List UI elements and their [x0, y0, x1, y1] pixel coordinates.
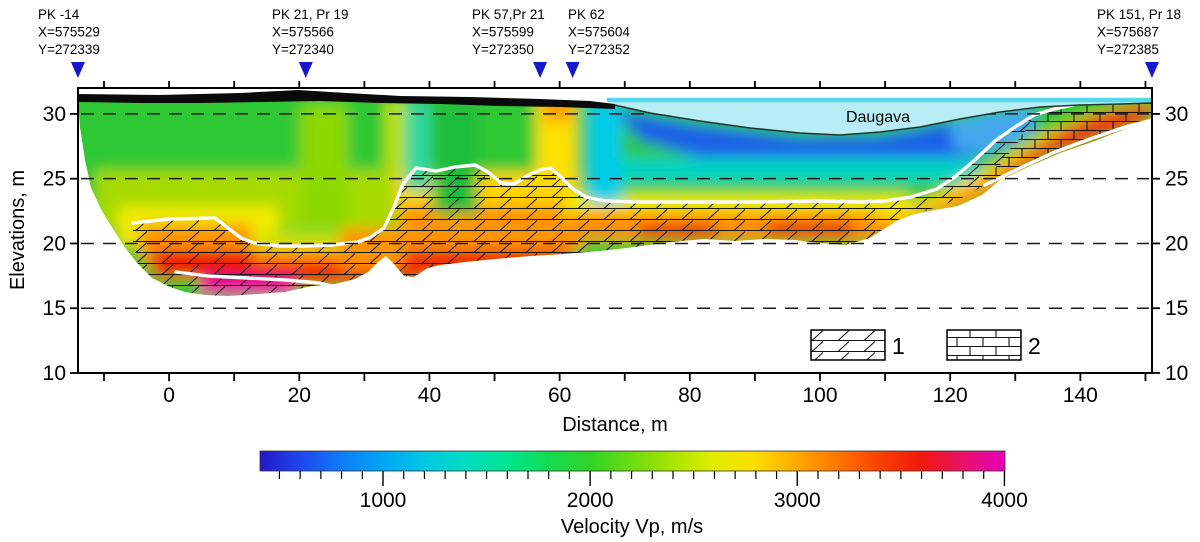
legend-label-2: 2: [1028, 333, 1041, 359]
y-tick-label-right: 10: [1165, 362, 1188, 385]
down-triangle-marker-icon: [298, 62, 313, 78]
pk-label-line: Y=272340: [272, 42, 334, 57]
pk-label-line: X=575529: [38, 25, 100, 40]
legend-item-2: 2: [946, 329, 1041, 361]
down-triangle-marker-icon: [1144, 62, 1159, 78]
right-inner-boundary-line: [983, 118, 1152, 187]
colorbar-tick-label: 3000: [774, 489, 821, 512]
hatch-zone-unit1: [133, 115, 1034, 296]
x-axis-title: Distance, m: [562, 414, 668, 436]
pk-label-line: X=575687: [1097, 25, 1159, 40]
y-tick-label-right: 30: [1165, 103, 1188, 126]
pk-label-line: X=575599: [472, 25, 534, 40]
x-tick-label: 60: [548, 384, 571, 407]
x-tick-label: 20: [288, 384, 311, 407]
plot-frame: [77, 87, 1153, 374]
river-bed-line: [609, 102, 1153, 136]
pk-marker: PK 21, Pr 19 X=575566 Y=272340: [272, 7, 349, 78]
pk-marker: PK 62 X=575604 Y=272352: [565, 7, 630, 78]
pk-marker: PK -14 X=575529 Y=272339: [38, 7, 100, 78]
colorbar-ticks-and-labels: 1000 2000 3000 4000: [278, 471, 1028, 512]
x-tick-label: 80: [678, 384, 701, 407]
pk-label-line: X=575566: [272, 25, 334, 40]
colorbar-tick-label: 4000: [981, 489, 1028, 512]
pk-label-line: PK 151, Pr 18: [1097, 7, 1181, 22]
y-tick-label-left: 20: [43, 232, 66, 255]
pk-label-line: PK 21, Pr 19: [272, 7, 349, 22]
pk-label-line: X=575604: [568, 25, 630, 40]
y-axis-title: Elevations, m: [7, 170, 29, 290]
river-label: Daugava: [846, 109, 910, 126]
pk-marker: PK 151, Pr 18 X=575687 Y=272385: [1097, 7, 1181, 78]
down-triangle-marker-icon: [533, 62, 548, 78]
pk-label-line: PK 62: [568, 7, 605, 22]
legend-swatch-unit2-icon: [946, 329, 1022, 361]
colorbar-title: Velocity Vp, m/s: [561, 516, 703, 538]
pk-label-line: Y=272350: [472, 42, 534, 57]
y-tick-label-right: 15: [1165, 297, 1188, 320]
colorbar-gradient-bar: [259, 450, 1006, 472]
y-tick-label-left: 25: [43, 168, 66, 191]
legend-swatch-unit1-icon: [810, 329, 886, 361]
down-triangle-marker-icon: [70, 62, 85, 78]
pk-marker: PK 57,Pr 21 X=575599 Y=272350: [472, 7, 548, 78]
river-water: Daugava: [605, 97, 1153, 136]
x-tick-label: 100: [802, 384, 837, 407]
pk-label-line: Y=272339: [38, 42, 100, 57]
colorbar-tick-label: 2000: [567, 489, 614, 512]
pk-markers: PK -14 X=575529 Y=272339 PK 21, Pr 19 X=5755…: [38, 7, 1181, 78]
x-tick-label: 40: [418, 384, 441, 407]
y-tick-label-right: 20: [1165, 232, 1188, 255]
legend-item-1: 1: [810, 329, 905, 361]
water-body: [605, 98, 1152, 135]
x-tick-label: 140: [1063, 384, 1098, 407]
down-triangle-marker-icon: [565, 62, 580, 78]
y-tick-label-right: 25: [1165, 168, 1188, 191]
bedrock-top-boundary-line: [131, 103, 1075, 248]
axis-ticks-and-labels: 0 20 40 60 80 100 120 140 30 30 25 25 20 20 15 15 10 10: [43, 81, 1188, 407]
surface-black-band: [78, 90, 615, 109]
y-tick-label-left: 10: [43, 362, 66, 385]
pk-label-line: Y=272352: [568, 42, 630, 57]
legend-label-1: 1: [892, 333, 905, 359]
x-tick-label: 120: [933, 384, 968, 407]
pk-label-line: PK -14: [38, 7, 80, 22]
colorbar: 1000 2000 3000 4000 Velocity Vp, m/s: [259, 450, 1028, 538]
y-tick-label-left: 30: [43, 103, 66, 126]
x-tick-label: 0: [163, 384, 175, 407]
colorbar-tick-label: 1000: [360, 489, 407, 512]
pk-label-line: Y=272385: [1097, 42, 1159, 57]
pk-label-line: PK 57,Pr 21: [472, 7, 545, 22]
y-tick-label-left: 15: [43, 297, 66, 320]
legend: 1 2: [810, 329, 1041, 361]
